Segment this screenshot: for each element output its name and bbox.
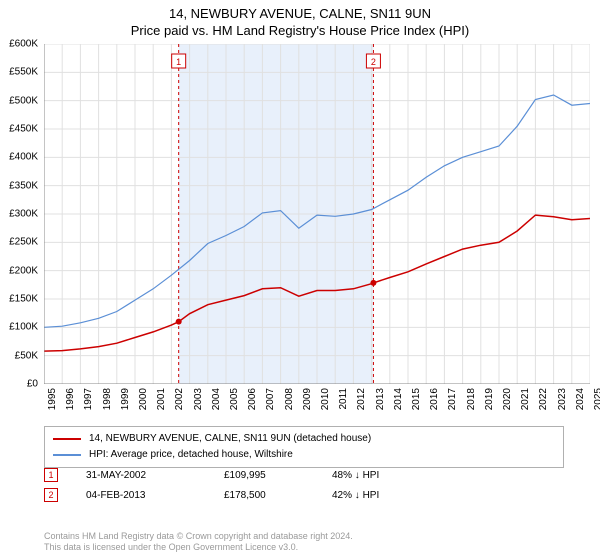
legend-item: HPI: Average price, detached house, Wilt… xyxy=(53,447,555,463)
x-axis-label: 2015 xyxy=(411,388,422,410)
y-axis-label: £450K xyxy=(9,124,38,135)
legend-label: HPI: Average price, detached house, Wilt… xyxy=(89,447,293,463)
y-axis-label: £350K xyxy=(9,180,38,191)
y-axis-label: £300K xyxy=(9,209,38,220)
x-axis-label: 2024 xyxy=(575,388,586,410)
svg-text:1: 1 xyxy=(176,57,181,67)
footer-line: Contains HM Land Registry data © Crown c… xyxy=(44,531,564,543)
legend-swatch xyxy=(53,438,81,440)
y-axis-label: £600K xyxy=(9,39,38,50)
x-axis-label: 2005 xyxy=(229,388,240,410)
chart-subtitle: Price paid vs. HM Land Registry's House … xyxy=(0,23,600,38)
x-axis-label: 2018 xyxy=(466,388,477,410)
x-axis-label: 1998 xyxy=(102,388,113,410)
x-axis-label: 1999 xyxy=(120,388,131,410)
x-axis-label: 2007 xyxy=(265,388,276,410)
y-axis-label: £100K xyxy=(9,322,38,333)
x-axis-label: 2000 xyxy=(138,388,149,410)
x-axis-label: 2017 xyxy=(447,388,458,410)
y-axis-label: £400K xyxy=(9,152,38,163)
legend-swatch xyxy=(53,454,81,456)
x-axis-label: 2014 xyxy=(393,388,404,410)
x-axis-label: 2003 xyxy=(193,388,204,410)
sale-badge: 2 xyxy=(44,488,58,502)
legend: 14, NEWBURY AVENUE, CALNE, SN11 9UN (det… xyxy=(44,426,564,468)
legend-label: 14, NEWBURY AVENUE, CALNE, SN11 9UN (det… xyxy=(89,431,371,447)
x-axis-label: 2021 xyxy=(520,388,531,410)
x-axis-label: 2012 xyxy=(356,388,367,410)
x-axis-label: 2010 xyxy=(320,388,331,410)
x-axis-label: 2008 xyxy=(284,388,295,410)
y-axis-label: £250K xyxy=(9,237,38,248)
chart-title: 14, NEWBURY AVENUE, CALNE, SN11 9UN xyxy=(0,6,600,21)
y-axis-label: £550K xyxy=(9,67,38,78)
x-axis-label: 2002 xyxy=(174,388,185,410)
x-axis-label: 2023 xyxy=(557,388,568,410)
x-axis-label: 2013 xyxy=(375,388,386,410)
x-axis-label: 2006 xyxy=(247,388,258,410)
sale-diff: 42% ↓ HPI xyxy=(332,490,452,501)
sale-badge: 1 xyxy=(44,468,58,482)
sale-row: 1 31-MAY-2002 £109,995 48% ↓ HPI xyxy=(44,468,564,482)
x-axis-label: 2001 xyxy=(156,388,167,410)
x-axis-label: 2022 xyxy=(538,388,549,410)
legend-item: 14, NEWBURY AVENUE, CALNE, SN11 9UN (det… xyxy=(53,431,555,447)
x-axis-label: 2004 xyxy=(211,388,222,410)
sale-diff: 48% ↓ HPI xyxy=(332,470,452,481)
x-axis-label: 1997 xyxy=(83,388,94,410)
y-axis-label: £500K xyxy=(9,95,38,106)
x-axis-label: 1995 xyxy=(47,388,58,410)
footer-line: This data is licensed under the Open Gov… xyxy=(44,542,564,554)
x-axis-label: 2011 xyxy=(338,388,349,410)
y-axis-label: £150K xyxy=(9,294,38,305)
sale-price: £109,995 xyxy=(224,470,304,481)
footer-attribution: Contains HM Land Registry data © Crown c… xyxy=(44,531,564,554)
x-axis-label: 1996 xyxy=(65,388,76,410)
y-axis-label: £50K xyxy=(15,350,38,361)
x-axis-label: 2016 xyxy=(429,388,440,410)
y-axis-label: £200K xyxy=(9,265,38,276)
chart-plot-area: 12 xyxy=(44,44,590,384)
svg-text:2: 2 xyxy=(371,57,376,67)
x-axis-label: 2025 xyxy=(593,388,600,410)
sale-row: 2 04-FEB-2013 £178,500 42% ↓ HPI xyxy=(44,488,564,502)
sale-date: 31-MAY-2002 xyxy=(86,470,196,481)
sale-price: £178,500 xyxy=(224,490,304,501)
sale-date: 04-FEB-2013 xyxy=(86,490,196,501)
sales-table: 1 31-MAY-2002 £109,995 48% ↓ HPI 2 04-FE… xyxy=(44,468,564,508)
x-axis-label: 2009 xyxy=(302,388,313,410)
y-axis-label: £0 xyxy=(27,379,38,390)
x-axis-label: 2019 xyxy=(484,388,495,410)
x-axis-label: 2020 xyxy=(502,388,513,410)
